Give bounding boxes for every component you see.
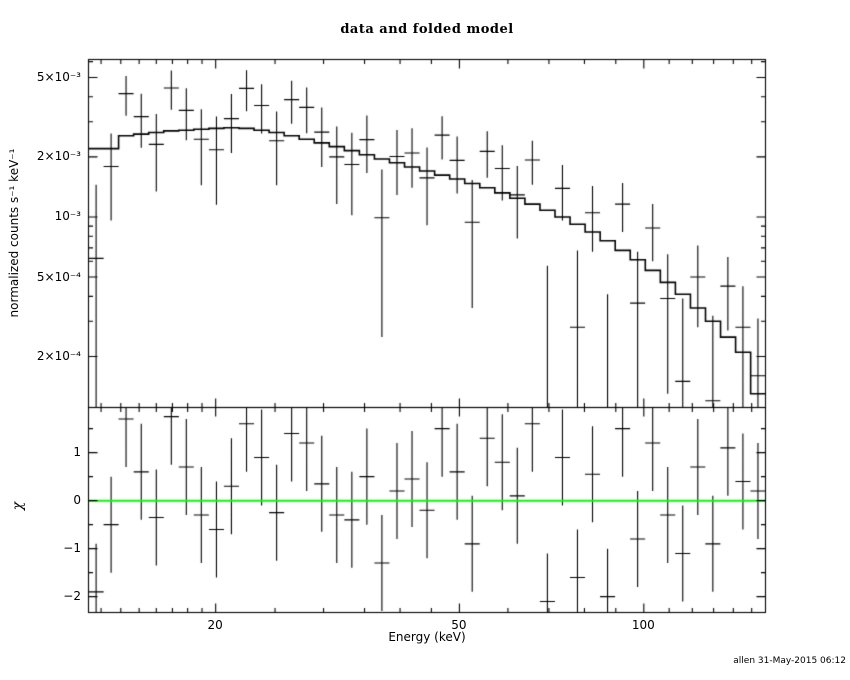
plot-canvas <box>0 0 850 680</box>
xspec-plot-window: data and folded model normalized counts … <box>0 0 850 680</box>
